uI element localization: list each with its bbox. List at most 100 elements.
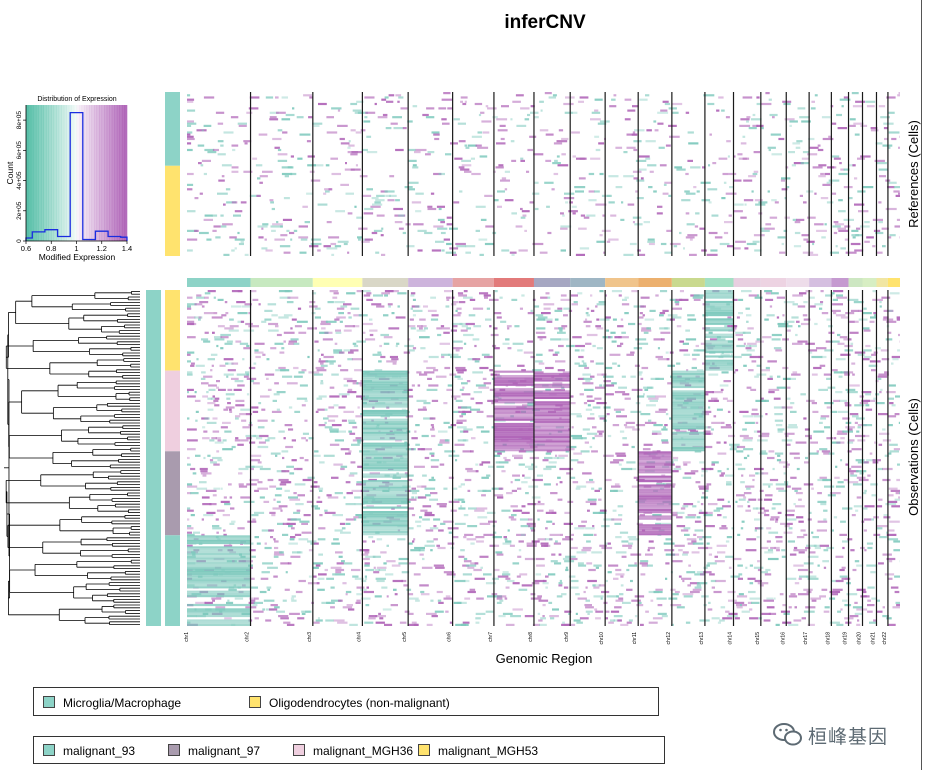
heatmap-cell (725, 474, 735, 477)
heatmap-cell (659, 312, 666, 315)
heatmap-cell (800, 529, 806, 532)
heatmap-cell (494, 544, 500, 547)
heatmap-cell (788, 151, 795, 154)
heatmap-cell (410, 327, 416, 330)
heatmap-cell (795, 492, 803, 495)
heatmap-cell (243, 329, 255, 332)
heatmap-cell (889, 292, 900, 295)
heatmap-cell (462, 386, 465, 389)
heatmap-cell (609, 105, 617, 108)
heatmap-cell (872, 461, 879, 464)
heatmap-cell (829, 251, 839, 254)
heatmap-cell (236, 301, 246, 304)
heatmap-cell (874, 441, 878, 444)
heatmap-cell (493, 199, 499, 202)
heatmap-cell (623, 151, 628, 154)
histogram-x-tick-label: 0.6 (21, 244, 31, 253)
heatmap-cell (865, 404, 870, 407)
heatmap-cell (187, 133, 191, 136)
heatmap-cell (740, 216, 747, 219)
heatmap-cell (373, 294, 383, 297)
heatmap-cell (278, 615, 289, 618)
heatmap-cell (571, 459, 579, 462)
heatmap-cell (209, 459, 214, 462)
heatmap-cell (610, 331, 616, 334)
heatmap-cell (817, 492, 822, 495)
heatmap-cell (540, 109, 543, 112)
heatmap-cell (716, 507, 724, 510)
cnv-event-chr4-loss (362, 433, 409, 436)
heatmap-cell (475, 402, 483, 405)
heatmap-cell (476, 507, 488, 510)
heatmap-cell (241, 305, 252, 308)
heatmap-cell (876, 599, 880, 602)
watermark-text: 桓峰基因 (808, 727, 889, 748)
heatmap-cell (601, 229, 611, 232)
heatmap-cell (551, 553, 556, 556)
heatmap-cell (356, 382, 359, 385)
heatmap-cell (776, 540, 783, 543)
heatmap-cell (391, 564, 401, 567)
heatmap-cell (850, 549, 855, 552)
heatmap-cell (778, 325, 789, 328)
heatmap-cell (441, 353, 451, 356)
heatmap-cell (605, 579, 608, 583)
heatmap-cell (365, 604, 370, 607)
heatmap-cell (883, 514, 889, 517)
heatmap-cell (473, 391, 482, 394)
heatmap-cell (558, 553, 562, 556)
heatmap-cell (558, 327, 563, 330)
heatmap-cell (598, 142, 605, 145)
heatmap-cell (346, 492, 353, 495)
heatmap-cell (539, 100, 544, 103)
heatmap-cell (792, 342, 803, 345)
heatmap-cell (494, 454, 501, 457)
heatmap-cell (244, 303, 252, 306)
heatmap-cell (313, 542, 319, 545)
cnv-event-chr4-loss (362, 519, 409, 523)
heatmap-cell (545, 452, 552, 455)
heatmap-cell (608, 175, 619, 178)
heatmap-cell (378, 612, 381, 615)
cnv-event-chr1-loss (187, 570, 251, 573)
heatmap-cell (695, 344, 699, 348)
heatmap-cell (599, 417, 606, 420)
cnv-event-chr8-gain (534, 420, 571, 423)
heatmap-cell (335, 571, 342, 574)
heatmap-cell (603, 406, 611, 409)
heatmap-cell (499, 599, 504, 602)
chromosome-bar-chr12 (671, 278, 705, 287)
heatmap-cell (578, 525, 586, 528)
heatmap-cell (210, 353, 218, 356)
heatmap-cell (771, 333, 782, 337)
heatmap-cell (238, 467, 249, 471)
heatmap-cell (742, 96, 753, 99)
heatmap-cell (237, 527, 245, 530)
heatmap-cell (866, 105, 875, 108)
heatmap-cell (427, 377, 432, 380)
heatmap-cell (403, 584, 409, 587)
chromosome-bar-chr1 (187, 278, 251, 287)
heatmap-cell (700, 503, 704, 506)
heatmap-cell (626, 621, 632, 624)
heatmap-cell (761, 399, 769, 402)
heatmap-cell (856, 476, 866, 479)
heatmap-cell (312, 566, 319, 569)
chromosome-label: chr10 (599, 632, 605, 645)
heatmap-cell (535, 331, 546, 334)
heatmap-cell (277, 522, 284, 525)
heatmap-cell (615, 568, 622, 572)
heatmap-cell (576, 415, 582, 418)
heatmap-cell (824, 349, 834, 352)
heatmap-cell (820, 417, 826, 420)
cnv-event-chr8-gain (534, 414, 571, 417)
heatmap-cell (271, 314, 278, 317)
heatmap-cell (351, 358, 363, 361)
heatmap-cell (653, 120, 657, 123)
heatmap-cell (898, 192, 900, 195)
observation-sample-bar (146, 290, 161, 626)
heatmap-cell (296, 320, 308, 323)
heatmap-cell (678, 575, 682, 578)
heatmap-cell (524, 557, 536, 561)
heatmap-cell (679, 231, 682, 235)
